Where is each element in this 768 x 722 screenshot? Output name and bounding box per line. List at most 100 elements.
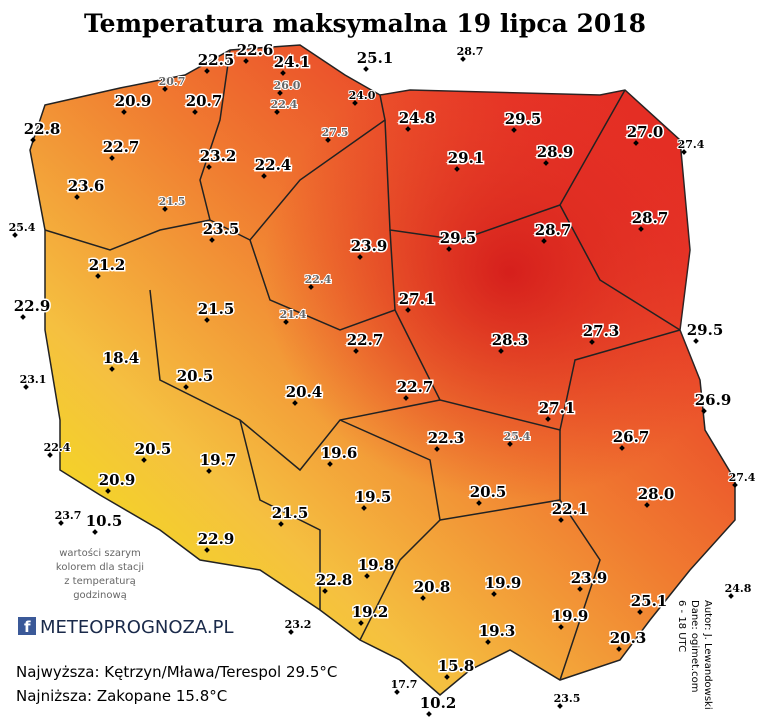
station-marker (322, 588, 328, 594)
station-value: 15.8 (438, 657, 475, 675)
station-marker (589, 339, 595, 345)
station-marker (616, 646, 622, 652)
station-value: 23.5 (554, 692, 581, 705)
summary-max: Najwyższa: Kętrzyn/Mława/Terespol 29.5°C (16, 663, 337, 681)
station-value: 26.7 (613, 428, 650, 446)
station-marker (619, 445, 625, 451)
station-marker (446, 246, 452, 252)
credit-line: 6 - 18 UTC (676, 600, 687, 652)
station-value: 22.9 (198, 530, 235, 548)
station-marker (192, 109, 198, 115)
station-value: 23.2 (200, 147, 237, 165)
station-marker (204, 317, 210, 323)
station-value: 24.0 (349, 89, 376, 102)
station-marker (420, 595, 426, 601)
station-value: 22.7 (397, 378, 434, 396)
station-marker (363, 66, 369, 72)
station-value: 22.6 (237, 41, 274, 59)
station-marker (511, 127, 517, 133)
credit-line: Autor: J. Lewandowski (702, 600, 713, 710)
station-marker (274, 109, 280, 115)
station-marker (206, 164, 212, 170)
station-value: 29.5 (440, 229, 477, 247)
station-value: 20.5 (177, 367, 214, 385)
station-value: 20.8 (414, 578, 451, 596)
station-value: 20.4 (286, 383, 323, 401)
station-marker (162, 86, 168, 92)
station-marker (541, 238, 547, 244)
station-value: 10.2 (420, 694, 457, 712)
station-marker (162, 206, 168, 212)
station-value: 23.5 (203, 220, 240, 238)
region-borders (44, 49, 681, 681)
station-value: 22.3 (428, 429, 465, 447)
station-marker (693, 338, 699, 344)
note-line: godzinową (73, 590, 127, 601)
station-value: 23.6 (68, 177, 105, 195)
credit-line: Dane: ogimet.com (689, 600, 700, 692)
station-marker (288, 629, 294, 635)
station-marker (280, 70, 286, 76)
station-value: 28.9 (537, 143, 574, 161)
station-value: 28.0 (638, 485, 675, 503)
station-value: 24.1 (274, 53, 311, 71)
station-marker (204, 547, 210, 553)
station-marker (577, 586, 583, 592)
station-marker (278, 521, 284, 527)
station-marker (485, 639, 491, 645)
station-marker (20, 314, 26, 320)
station-value: 22.5 (198, 51, 235, 69)
station-marker (261, 173, 267, 179)
svg-text:f: f (24, 618, 31, 636)
station-marker (681, 149, 687, 155)
station-value: 25.1 (631, 592, 668, 610)
station-marker (364, 573, 370, 579)
station-value: 10.5 (86, 512, 123, 530)
station-value: 20.9 (99, 471, 136, 489)
station-value: 20.5 (135, 440, 172, 458)
station-value: 26.9 (695, 391, 732, 409)
station-value: 27.1 (399, 290, 436, 308)
station-value: 19.9 (485, 574, 522, 592)
station-marker (701, 408, 707, 414)
station-value: 28.7 (632, 209, 669, 227)
station-marker (434, 446, 440, 452)
station-marker (23, 384, 29, 390)
station-value: 23.2 (285, 618, 312, 631)
station-value: 27.4 (729, 471, 756, 484)
station-value: 27.5 (322, 126, 349, 139)
station-marker (558, 517, 564, 523)
station-value: 21.5 (159, 195, 186, 208)
station-marker (358, 620, 364, 626)
station-marker (283, 319, 289, 325)
station-marker (728, 593, 734, 599)
note-line: kolorem dla stacji (56, 562, 144, 573)
station-value: 20.9 (115, 92, 152, 110)
station-value: 28.7 (535, 221, 572, 239)
station-value: 25.4 (9, 221, 36, 234)
station-marker (109, 155, 115, 161)
station-marker (58, 520, 64, 526)
station-marker (74, 194, 80, 200)
station-value: 23.7 (55, 509, 82, 522)
station-value: 19.3 (479, 622, 516, 640)
station-value: 22.9 (14, 297, 51, 315)
station-value: 22.4 (44, 441, 71, 454)
station-value: 17.7 (391, 678, 418, 691)
station-marker (183, 384, 189, 390)
station-marker (327, 461, 333, 467)
station-value: 22.4 (255, 156, 292, 174)
station-marker (491, 591, 497, 597)
station-value: 19.2 (352, 603, 389, 621)
station-marker (638, 226, 644, 232)
station-marker (426, 711, 432, 717)
station-value: 19.8 (358, 556, 395, 574)
station-value: 20.5 (470, 483, 507, 501)
station-value: 18.4 (103, 349, 140, 367)
station-marker (109, 366, 115, 372)
station-value: 22.4 (305, 273, 332, 286)
station-marker (308, 284, 314, 290)
station-value: 25.1 (357, 49, 394, 67)
station-value: 19.7 (200, 451, 237, 469)
